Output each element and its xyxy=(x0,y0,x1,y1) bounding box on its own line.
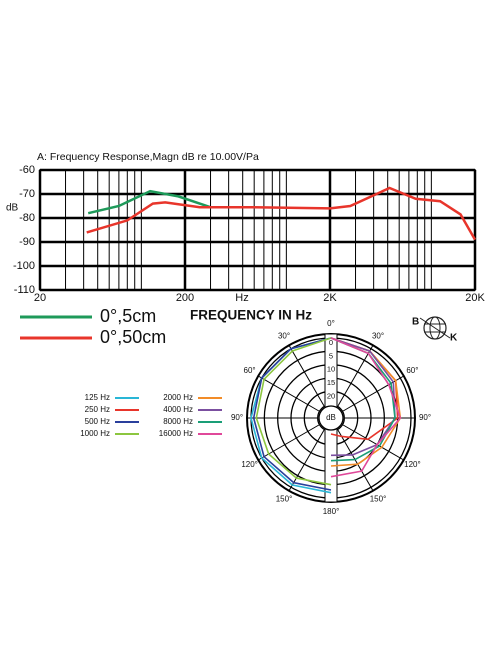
polar-line xyxy=(252,337,332,491)
legend-label: 8000 Hz xyxy=(163,417,193,426)
logo-b: B xyxy=(412,317,419,328)
y-tick-label: -90 xyxy=(19,236,35,248)
y-tick-label: -80 xyxy=(19,212,35,224)
polar-spoke xyxy=(288,345,325,407)
logo-globe xyxy=(419,317,451,339)
r-tick-label: 20 xyxy=(327,391,335,400)
polar-spoke xyxy=(337,345,374,407)
y-tick-label: -70 xyxy=(19,188,35,200)
legend-label: 4000 Hz xyxy=(163,405,193,414)
y-axis-label: dB xyxy=(6,203,19,214)
legend-label: 500 Hz xyxy=(85,417,110,426)
legend-label: 1000 Hz xyxy=(80,429,110,438)
legend-label: 0°,50cm xyxy=(100,327,166,347)
r-tick-label: 5 xyxy=(329,351,333,360)
theta-tick-label: 120° xyxy=(241,460,258,469)
legend-label: 2000 Hz xyxy=(163,393,193,402)
chart-title: A: Frequency Response,Magn dB re 10.00V/… xyxy=(37,151,259,163)
polar-center xyxy=(318,405,344,431)
r-axis-label: dB xyxy=(326,413,336,422)
x-tick-label: 20K xyxy=(465,292,485,304)
y-tick-label: -60 xyxy=(19,164,35,176)
logo-k: K xyxy=(450,333,458,344)
theta-tick-label: 60° xyxy=(406,366,418,375)
logo: B K xyxy=(412,316,458,344)
x-tick-label: 2K xyxy=(323,292,337,304)
polar-line xyxy=(330,337,402,478)
theta-tick-label: 0° xyxy=(327,319,335,328)
theta-tick-label: 90° xyxy=(231,413,243,422)
theta-tick-label: 60° xyxy=(244,366,256,375)
theta-tick-label: 30° xyxy=(372,332,384,341)
series-line xyxy=(87,189,211,215)
theta-tick-label: 30° xyxy=(278,332,290,341)
plot-frame xyxy=(39,169,476,291)
theta-tick-label: 150° xyxy=(276,495,293,504)
x-tick-label: 200 xyxy=(176,292,194,304)
x-tick-label: 20 xyxy=(34,292,46,304)
legend-label: 0°,5cm xyxy=(100,306,156,326)
polar-spoke xyxy=(337,429,374,491)
r-tick-label: 0 xyxy=(329,338,333,347)
polar-line xyxy=(255,337,332,486)
y-tick-label: -110 xyxy=(14,284,35,296)
theta-tick-label: 180° xyxy=(323,507,340,516)
theta-tick-label: 120° xyxy=(404,460,421,469)
y-tick-label: -100 xyxy=(13,260,35,272)
logo-globe xyxy=(429,316,441,340)
polar-spoke xyxy=(342,424,404,461)
theta-tick-label: 150° xyxy=(370,495,387,504)
r-tick-label: 10 xyxy=(327,365,335,374)
x-axis-label: Hz xyxy=(235,292,248,304)
polar-spoke xyxy=(258,375,320,412)
x-axis-label: FREQUENCY IN Hz xyxy=(190,308,312,323)
r-tick-label: 15 xyxy=(327,378,335,387)
legend-label: 125 Hz xyxy=(85,393,110,402)
legend-label: 16000 Hz xyxy=(159,429,193,438)
theta-tick-label: 90° xyxy=(419,413,431,422)
series-line xyxy=(86,186,477,241)
legend-label: 250 Hz xyxy=(85,405,110,414)
polar-spoke xyxy=(288,429,325,491)
